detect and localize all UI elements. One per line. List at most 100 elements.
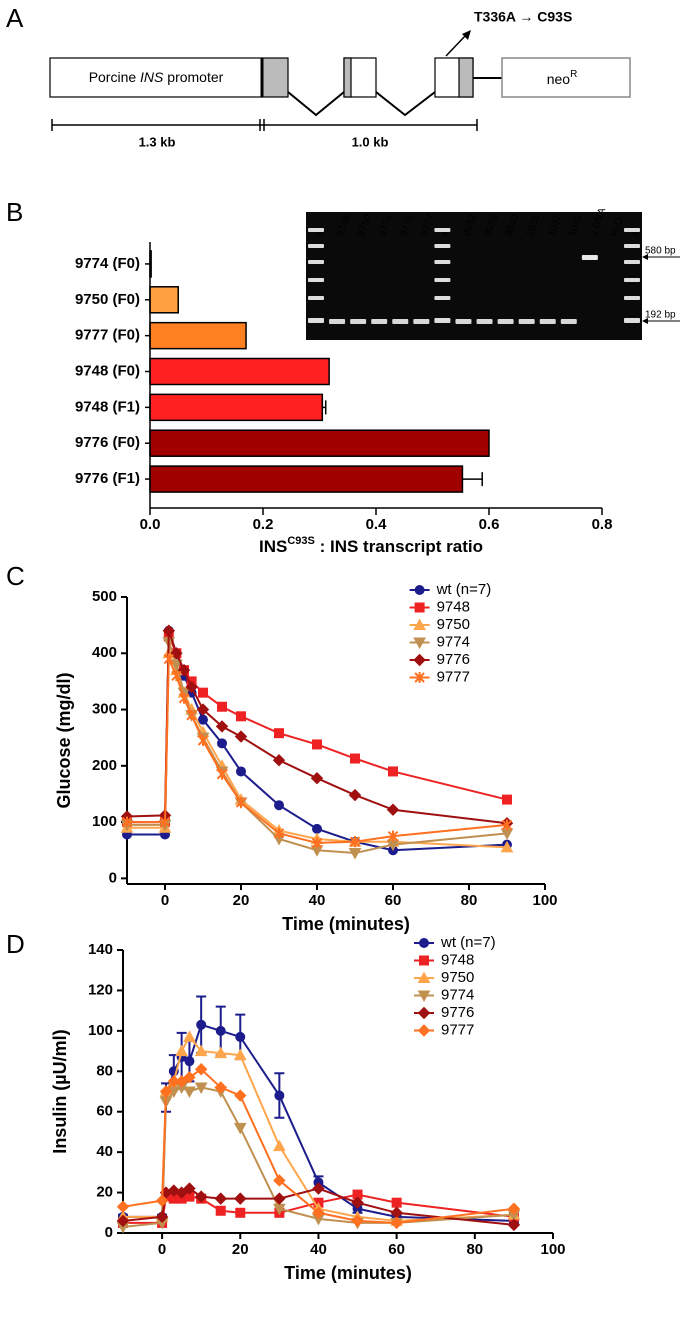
scale-label: 1.0 kb [352, 134, 389, 149]
marker [507, 1218, 521, 1232]
legend-label: 9774 [437, 633, 470, 650]
x-tick-label: 0 [158, 1241, 166, 1258]
y-tick-label: 9748 (F0) [75, 362, 140, 379]
lane-label: M [440, 226, 453, 238]
x-axis-title: INSC93S : INS transcript ratio [259, 535, 483, 557]
x-tick-label: 0 [161, 892, 169, 909]
marker [233, 1048, 247, 1061]
y-tick-label: 60 [96, 1103, 113, 1120]
marker [234, 1192, 247, 1205]
legend-label: 9748 [437, 598, 470, 615]
marker [155, 1194, 169, 1207]
marker [162, 624, 176, 637]
y-tick-label: 200 [92, 757, 117, 774]
band [476, 319, 493, 324]
panel-label: C [6, 561, 25, 591]
marker [414, 602, 425, 613]
utr-box [261, 57, 289, 98]
marker [155, 1210, 169, 1224]
ladder-band [434, 318, 451, 323]
marker [177, 663, 191, 677]
bar [149, 321, 247, 350]
marker [349, 836, 361, 848]
marker [217, 701, 227, 712]
marker [175, 1186, 188, 1199]
marker [310, 771, 324, 785]
legend-label: wt (n=7) [436, 581, 492, 598]
y-tick-label: 300 [92, 701, 117, 718]
ladder-band [624, 318, 640, 323]
panel-label: B [6, 197, 23, 227]
series-line [127, 658, 508, 844]
marker [351, 1196, 364, 1209]
marker [501, 819, 513, 831]
marker [194, 1063, 208, 1076]
x-axis-title: Time (minutes) [282, 914, 410, 934]
promoter-label: Porcine INS promoter [89, 69, 224, 85]
ladder-band [434, 244, 451, 248]
legend-label: 9750 [437, 616, 470, 633]
marker [175, 1075, 188, 1088]
y-tick-label: 0 [109, 869, 117, 886]
legend-label: 9777 [437, 668, 470, 685]
legend-label: 9776 [437, 651, 470, 668]
neo-box [501, 57, 631, 98]
marker [417, 990, 431, 1003]
neo-label: neoR [547, 69, 578, 87]
marker [414, 585, 425, 595]
y-tick-label: 9777 (F0) [75, 327, 140, 344]
marker [236, 766, 246, 777]
mutation-label: T336A → C93S [474, 9, 572, 25]
band [455, 319, 472, 324]
gel-image: M 9748 9750 9774 9776 9777 M 9933 9938 9940 1035 10… [306, 206, 643, 340]
marker [235, 1031, 246, 1042]
intron [287, 91, 345, 117]
ladder-band [308, 244, 324, 248]
band [350, 319, 367, 324]
arrow-head [642, 318, 648, 324]
y-axis-title: Glucose (mg/dl) [54, 672, 74, 808]
ladder-band [624, 260, 640, 264]
legend-label: 9777 [441, 1021, 474, 1038]
marker [216, 768, 228, 780]
legend-label: 9748 [441, 951, 474, 968]
arrow-head [462, 30, 471, 40]
band [581, 255, 598, 260]
marker [273, 1192, 286, 1205]
marker [194, 1044, 208, 1057]
marker [233, 1122, 247, 1135]
marker [186, 709, 197, 721]
marker [273, 827, 285, 839]
text: R [570, 69, 577, 80]
x-tick-label: 80 [461, 892, 478, 909]
marker [175, 1044, 188, 1057]
y-tick-label: 9750 (F0) [75, 291, 140, 308]
band [560, 319, 577, 324]
x-tick-label: 0.2 [253, 516, 274, 533]
marker [413, 653, 426, 667]
marker [159, 816, 171, 828]
ladder-band [308, 296, 324, 300]
bar [149, 286, 179, 314]
bar [149, 393, 324, 422]
marker [311, 837, 323, 849]
marker [183, 1182, 196, 1195]
ladder-band [434, 278, 451, 282]
text: neo [547, 71, 571, 87]
ladder-band [308, 228, 324, 232]
x-tick-label: 0.8 [592, 516, 613, 533]
x-tick-label: 20 [232, 1241, 249, 1258]
marker [502, 794, 512, 805]
y-tick-label: 100 [88, 1022, 113, 1039]
text: Porcine [89, 69, 140, 85]
band [518, 319, 535, 324]
marker [217, 738, 227, 749]
band [413, 319, 430, 324]
y-tick-label: 140 [88, 941, 113, 958]
y-tick-label: 9776 (F0) [75, 434, 140, 451]
ladder-band [624, 244, 640, 248]
ladder-band [308, 318, 324, 323]
marker [235, 796, 247, 808]
gene-construct: Porcine INS promoter neoR T336A → C93S 1… [49, 9, 631, 149]
band [371, 319, 388, 324]
